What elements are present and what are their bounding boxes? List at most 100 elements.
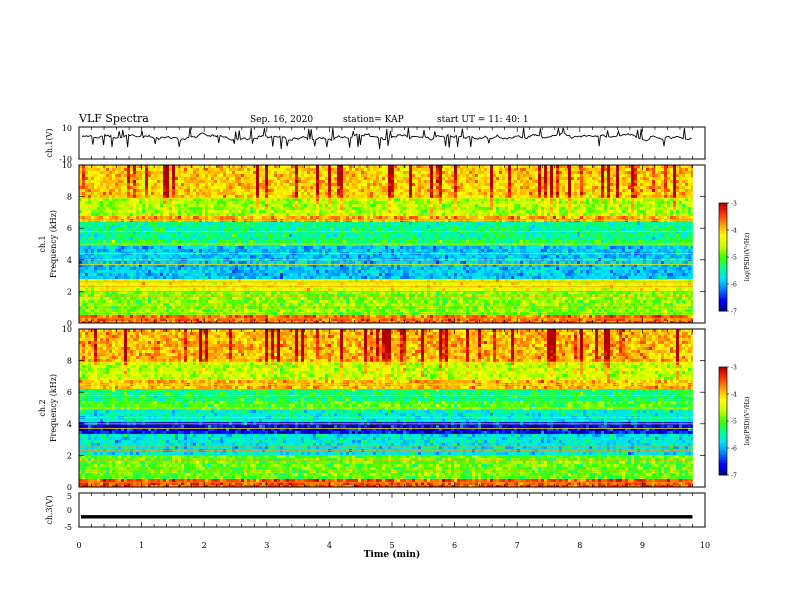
spectrogram-cell — [193, 213, 197, 217]
spectrogram-cell — [235, 165, 239, 169]
spectrogram-cell — [121, 195, 125, 199]
spectrogram-cell — [289, 279, 293, 283]
spectrogram-cell — [157, 315, 161, 319]
spectrogram-cell — [289, 261, 293, 265]
spectrogram-cell — [277, 201, 281, 205]
spectrogram-cell — [127, 270, 131, 274]
spectrogram-cell — [253, 288, 257, 292]
spectrogram-cell — [265, 183, 269, 187]
spectrogram-cell — [334, 240, 338, 244]
spectrogram-cell — [223, 177, 227, 181]
spectrogram-cell — [214, 189, 218, 193]
spectrogram-cell — [214, 288, 218, 292]
spectrogram-cell — [220, 303, 224, 307]
spectrogram-cell — [184, 180, 188, 184]
spectrogram-cell — [304, 273, 308, 277]
spectrogram-cell — [352, 177, 356, 181]
spectrogram-cell — [97, 309, 101, 313]
spectrogram-cell — [238, 243, 242, 247]
spectrogram-cell — [148, 207, 152, 211]
spectrogram-cell — [115, 264, 119, 268]
spectrogram-cell — [271, 174, 275, 178]
spectrogram-cell — [262, 192, 266, 196]
spectrogram-cell — [343, 273, 347, 277]
spectrogram-cell — [160, 231, 164, 235]
spectrogram-cell — [166, 264, 170, 268]
spectrogram-cell — [169, 177, 173, 181]
spectrogram-cell — [292, 267, 296, 271]
spectrogram-cell — [184, 201, 188, 205]
spectrogram-cell — [187, 186, 191, 190]
spectrogram-cell — [235, 198, 239, 202]
spectrogram-cell — [163, 192, 167, 196]
spectrogram-cell — [181, 279, 185, 283]
spectrogram-cell — [322, 303, 326, 307]
spectrogram-cell — [319, 222, 323, 226]
spectrogram-cell — [307, 237, 311, 241]
spectrogram-cell — [268, 246, 272, 250]
spectrogram-cell — [325, 192, 329, 196]
spectrogram-cell — [199, 306, 203, 310]
spectrogram-cell — [142, 174, 146, 178]
spectrogram-cell — [148, 237, 152, 241]
spectrogram-cell — [154, 294, 158, 298]
spectrogram-cell — [178, 198, 182, 202]
spectrogram-cell — [118, 255, 122, 259]
spectrogram-cell — [259, 309, 263, 313]
spectrogram-cell — [214, 174, 218, 178]
spectrogram-cell — [178, 231, 182, 235]
spectrogram-cell — [289, 294, 293, 298]
spectrogram-cell — [265, 222, 269, 226]
spectrogram-cell — [145, 192, 149, 196]
spectrogram-cell — [250, 264, 254, 268]
spectrogram-cell — [103, 222, 107, 226]
spectrogram-cell — [97, 171, 101, 175]
spectrogram-cell — [154, 261, 158, 265]
spectrogram-cell — [142, 288, 146, 292]
spectrogram-cell — [286, 195, 290, 199]
spectrogram-cell — [295, 291, 299, 295]
spectrogram-cell — [250, 198, 254, 202]
spectrogram-cell — [160, 288, 164, 292]
spectrogram-cell — [247, 249, 251, 253]
spectrogram-cell — [187, 267, 191, 271]
spectrogram-cell — [112, 270, 116, 274]
spectrogram-cell — [136, 303, 140, 307]
spectrogram-cell — [100, 249, 104, 253]
spectrogram-cell — [328, 240, 332, 244]
spectrogram-cell — [193, 309, 197, 313]
spectrogram-cell — [163, 297, 167, 301]
spectrogram-cell — [118, 249, 122, 253]
spectrogram-cell — [82, 318, 86, 322]
spectrogram-cell — [229, 255, 233, 259]
spectrogram-cell — [313, 237, 317, 241]
spectrogram-cell — [262, 309, 266, 313]
spectrogram-cell — [91, 288, 95, 292]
spectrogram-cell — [337, 204, 341, 208]
spectrogram-cell — [265, 207, 269, 211]
spectrogram-cell — [157, 168, 161, 172]
spectrogram-cell — [337, 225, 341, 229]
spectrogram-cell — [124, 216, 128, 220]
spectrogram-cell — [85, 183, 89, 187]
spectrogram-cell — [316, 237, 320, 241]
spectrogram-cell — [256, 216, 260, 220]
spectrogram-cell — [226, 255, 230, 259]
spectrogram-cell — [271, 288, 275, 292]
spectrogram-cell — [283, 192, 287, 196]
spectrogram-cell — [313, 216, 317, 220]
spectrogram-cell — [154, 228, 158, 232]
spectrogram-cell — [163, 210, 167, 214]
spectrogram-cell — [157, 177, 161, 181]
spectrogram-cell — [328, 309, 332, 313]
spectrogram-cell — [223, 204, 227, 208]
spectrogram-cell — [196, 243, 200, 247]
spectrogram-cell — [250, 222, 254, 226]
spectrogram-cell — [106, 315, 110, 319]
spectrogram-cell — [124, 303, 128, 307]
spectrogram-cell — [109, 240, 113, 244]
spectrogram-cell — [241, 321, 245, 323]
spectrogram-cell — [169, 189, 173, 193]
spectrogram-cell — [199, 243, 203, 247]
spectrogram-cell — [283, 183, 287, 187]
